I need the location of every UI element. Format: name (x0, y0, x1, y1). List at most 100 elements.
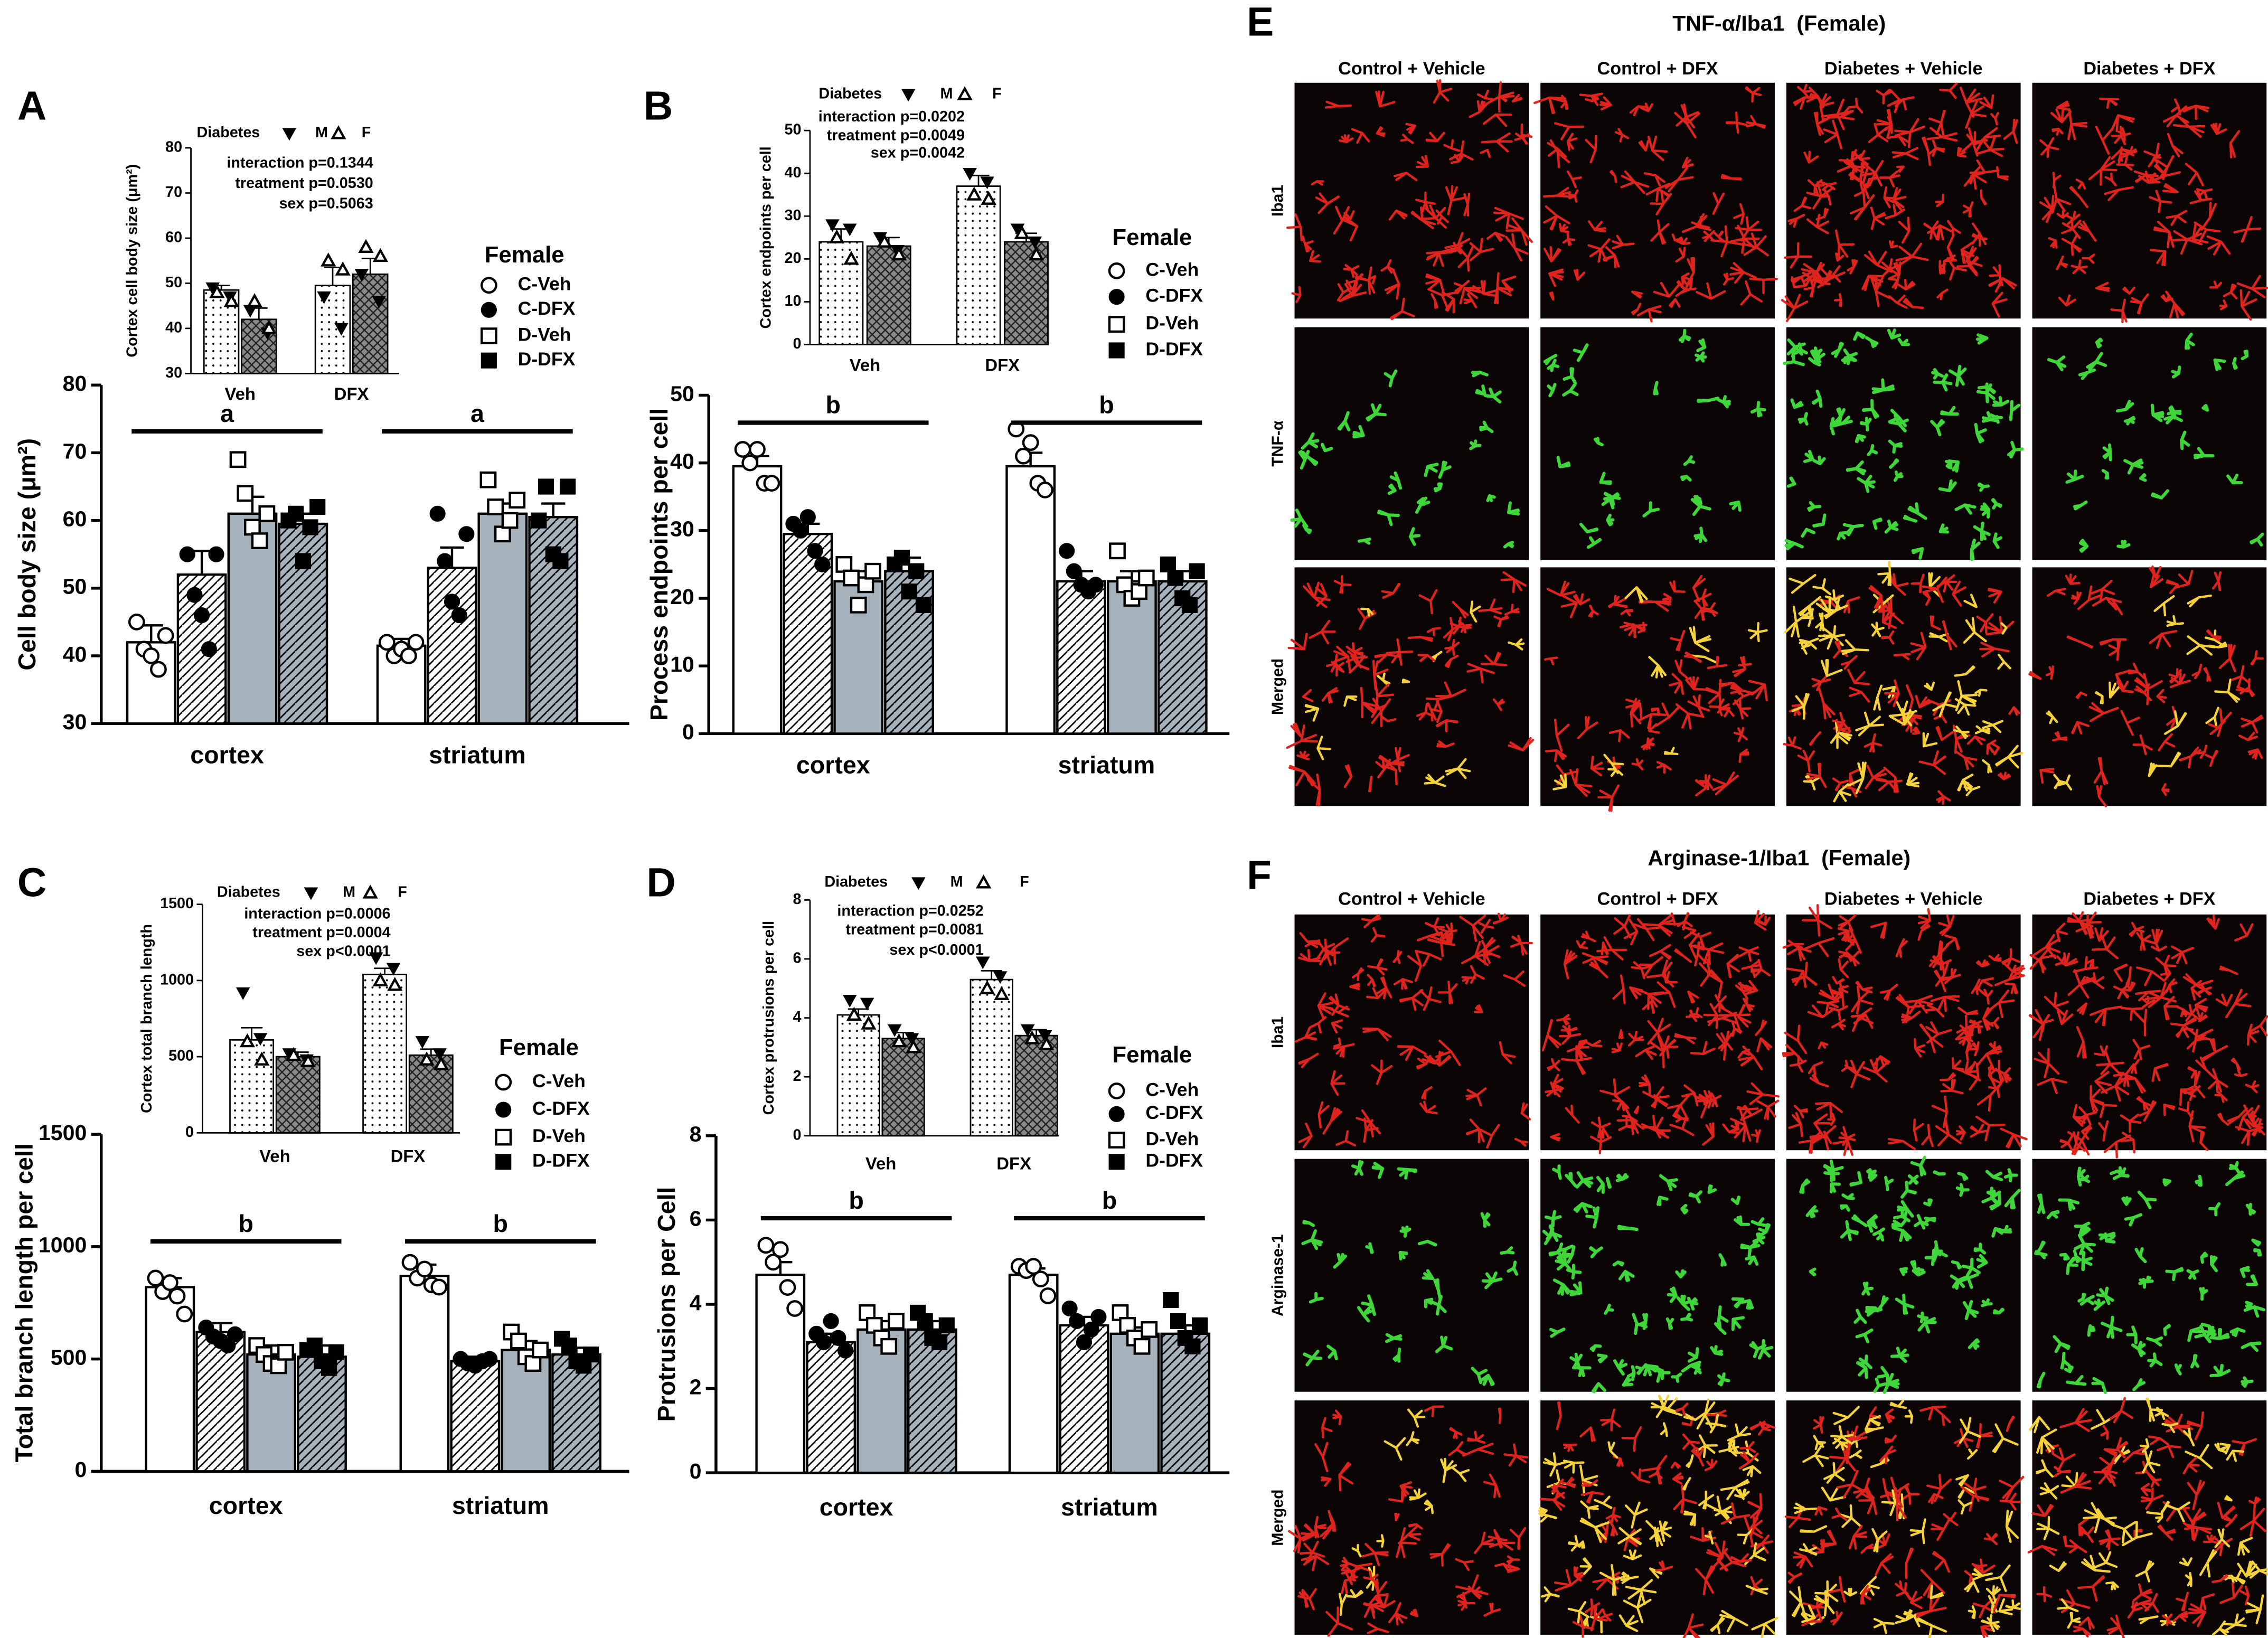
cell-texture (2199, 1287, 2208, 1301)
cell-texture (2165, 290, 2185, 318)
cell-texture (1891, 1217, 1908, 1228)
cell-texture (1388, 1487, 1406, 1503)
cell-texture (1972, 1598, 1996, 1618)
data-point (354, 269, 369, 282)
cell-texture (1368, 776, 1373, 793)
cell-texture (1649, 1466, 1663, 1479)
cell-texture (1676, 236, 1691, 245)
cell-texture (1445, 185, 1466, 215)
y-tick-label: 2 (690, 1375, 702, 1399)
cell-texture (1586, 536, 1602, 549)
cell-texture (2078, 1526, 2095, 1543)
cell-texture (1790, 398, 1804, 409)
cell-texture (1800, 639, 1811, 655)
cell-texture (1988, 1065, 1998, 1085)
cell-texture (1855, 981, 1873, 994)
cell-texture (1864, 733, 1883, 753)
cell-texture (2146, 1336, 2163, 1347)
cell-texture (2111, 114, 2135, 133)
cell-texture (1573, 593, 1591, 606)
cell-texture (1409, 1608, 1418, 1617)
cell-texture (1617, 1225, 1639, 1231)
cell-texture (2151, 163, 2181, 182)
cell-texture (2214, 1442, 2226, 1453)
data-point (1184, 1338, 1201, 1354)
cell-texture (1631, 303, 1642, 315)
cell-texture (1953, 726, 1970, 739)
cell-texture (1981, 1298, 1993, 1307)
cell-texture (2162, 183, 2179, 194)
y-axis-label: Cell body size (μm²) (13, 438, 41, 671)
cell-texture (1470, 965, 1485, 984)
cell-texture (1445, 758, 1471, 779)
data-point (1108, 289, 1125, 305)
cell-texture (1837, 927, 1850, 943)
legend-label: C-Veh (1145, 259, 1199, 280)
cell-texture (1682, 1613, 1704, 1638)
cell-texture (2162, 105, 2189, 128)
cell-texture (1567, 133, 1578, 151)
cell-texture (1399, 1225, 1411, 1238)
cell-texture (1674, 659, 1690, 681)
cell-texture (1417, 497, 1426, 506)
cell-texture (2150, 249, 2167, 267)
cell-texture (1492, 698, 1505, 711)
cell-texture (2146, 1501, 2170, 1515)
cell-texture (2149, 629, 2178, 649)
cell-texture (1399, 989, 1424, 1011)
cell-texture (1954, 750, 1978, 770)
cell-texture (1693, 495, 1702, 505)
legend-title: Female (485, 242, 564, 268)
cell-texture (1416, 950, 1442, 967)
cell-texture (1418, 589, 1438, 615)
cell-texture (1579, 522, 1599, 534)
cell-texture (1426, 247, 1457, 259)
cell-texture (1741, 232, 1769, 257)
cell-texture (1694, 1434, 1718, 1458)
cell-texture (2061, 216, 2082, 239)
cell-texture (2245, 1080, 2260, 1094)
cell-texture (1812, 1416, 1824, 1434)
cell-texture (1998, 1225, 2012, 1234)
bar (732, 465, 783, 735)
cell-texture (1986, 989, 2015, 1019)
data-point (1108, 1082, 1125, 1099)
cell-texture (2232, 1438, 2257, 1456)
cell-texture (1789, 573, 1817, 594)
cell-texture (1866, 1168, 1878, 1177)
cell-texture (1881, 597, 1904, 629)
cell-texture (1965, 1043, 1973, 1061)
cell-texture (1917, 1311, 1929, 1323)
cell-texture (1923, 1198, 1933, 1207)
cell-texture (1729, 500, 1742, 512)
cell-texture (1415, 191, 1436, 213)
data-point (458, 526, 475, 542)
cell-texture (2101, 469, 2110, 480)
cell-texture (1554, 1569, 1584, 1592)
cell-texture (1405, 123, 1416, 135)
cell-texture (1846, 460, 1867, 476)
cell-texture (1896, 1582, 1912, 1601)
cell-texture (1694, 351, 1707, 363)
cell-texture (1510, 935, 1533, 948)
cell-texture (1290, 509, 1309, 528)
cell-texture (1923, 220, 1939, 240)
cell-texture (2217, 1113, 2229, 1126)
cell-texture (1589, 959, 1608, 978)
cell-texture (2078, 1174, 2091, 1183)
cell-texture (1857, 475, 1876, 493)
cell-texture (2211, 1574, 2228, 1584)
cell-texture (1580, 930, 1596, 943)
column-header: Control + Vehicle (1338, 889, 1485, 909)
cell-texture (2228, 1161, 2241, 1174)
cell-texture (2182, 1427, 2195, 1447)
cell-texture (1675, 247, 1686, 263)
cell-texture (1757, 1339, 1774, 1360)
data-point (843, 250, 859, 265)
cell-texture (1596, 1176, 1605, 1194)
cell-texture (1975, 1115, 2006, 1142)
cell-texture (2135, 966, 2166, 986)
cell-texture (1599, 1078, 1631, 1108)
cell-texture (1493, 615, 1509, 628)
bar (907, 1328, 957, 1474)
